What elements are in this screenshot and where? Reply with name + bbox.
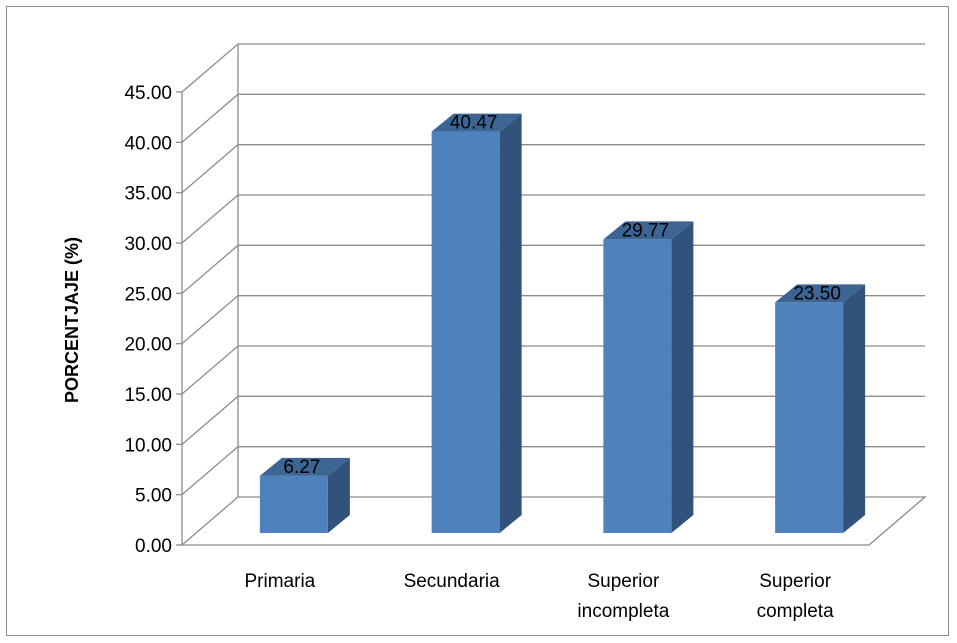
- gridline: [181, 194, 925, 244]
- x-category-label: Superior: [759, 571, 831, 592]
- x-category-label: incompleta: [577, 601, 669, 622]
- bars: [259, 113, 866, 534]
- data-label: 6.27: [283, 457, 320, 478]
- x-category-label: Primaria: [245, 571, 316, 592]
- y-tick-label: 0.00: [135, 536, 172, 557]
- bar-top: [259, 457, 350, 476]
- bar-top: [603, 221, 694, 240]
- bar-3: [603, 221, 694, 533]
- bar-front: [775, 302, 844, 533]
- bar-2: [431, 113, 522, 534]
- y-tick-label: 15.00: [124, 385, 172, 406]
- x-category-label: Secundaria: [404, 571, 501, 592]
- y-tick-label: 35.00: [124, 184, 172, 205]
- bar-front: [431, 131, 500, 534]
- y-tick-label: 40.00: [124, 133, 172, 154]
- bar-side: [499, 113, 522, 534]
- chart-floor: [180, 496, 927, 546]
- bar-top: [775, 284, 866, 303]
- y-tick-label: 5.00: [135, 486, 172, 507]
- x-category-label: completa: [757, 601, 835, 622]
- y-tick-label: 10.00: [124, 435, 172, 456]
- bar-side: [843, 284, 866, 533]
- gridline: [181, 144, 925, 194]
- gridline: [181, 43, 925, 93]
- bar-1: [259, 457, 350, 533]
- bar-top: [431, 113, 522, 132]
- y-tick-label: 20.00: [124, 335, 172, 356]
- gridline: [181, 93, 925, 143]
- bar-side: [671, 221, 694, 533]
- bar-side: [327, 457, 350, 533]
- bar-front: [603, 239, 672, 533]
- labels: 0.00 5.00 10.00 15.00 20.00 25.00 30.00 35.00 40…: [124, 83, 840, 622]
- axes: [176, 44, 927, 546]
- bar-4: [775, 284, 866, 533]
- y-tick-label: 25.00: [124, 284, 172, 305]
- data-label: 23.50: [793, 283, 841, 304]
- y-tick-label: 45.00: [124, 83, 172, 104]
- data-label: 29.77: [622, 220, 670, 241]
- y-tick-label: 30.00: [124, 234, 172, 255]
- bar-front: [259, 475, 328, 533]
- data-label: 40.47: [450, 113, 498, 134]
- y-axis-title: PORCENTJAJE (%): [62, 237, 82, 403]
- x-category-label: Superior: [587, 571, 659, 592]
